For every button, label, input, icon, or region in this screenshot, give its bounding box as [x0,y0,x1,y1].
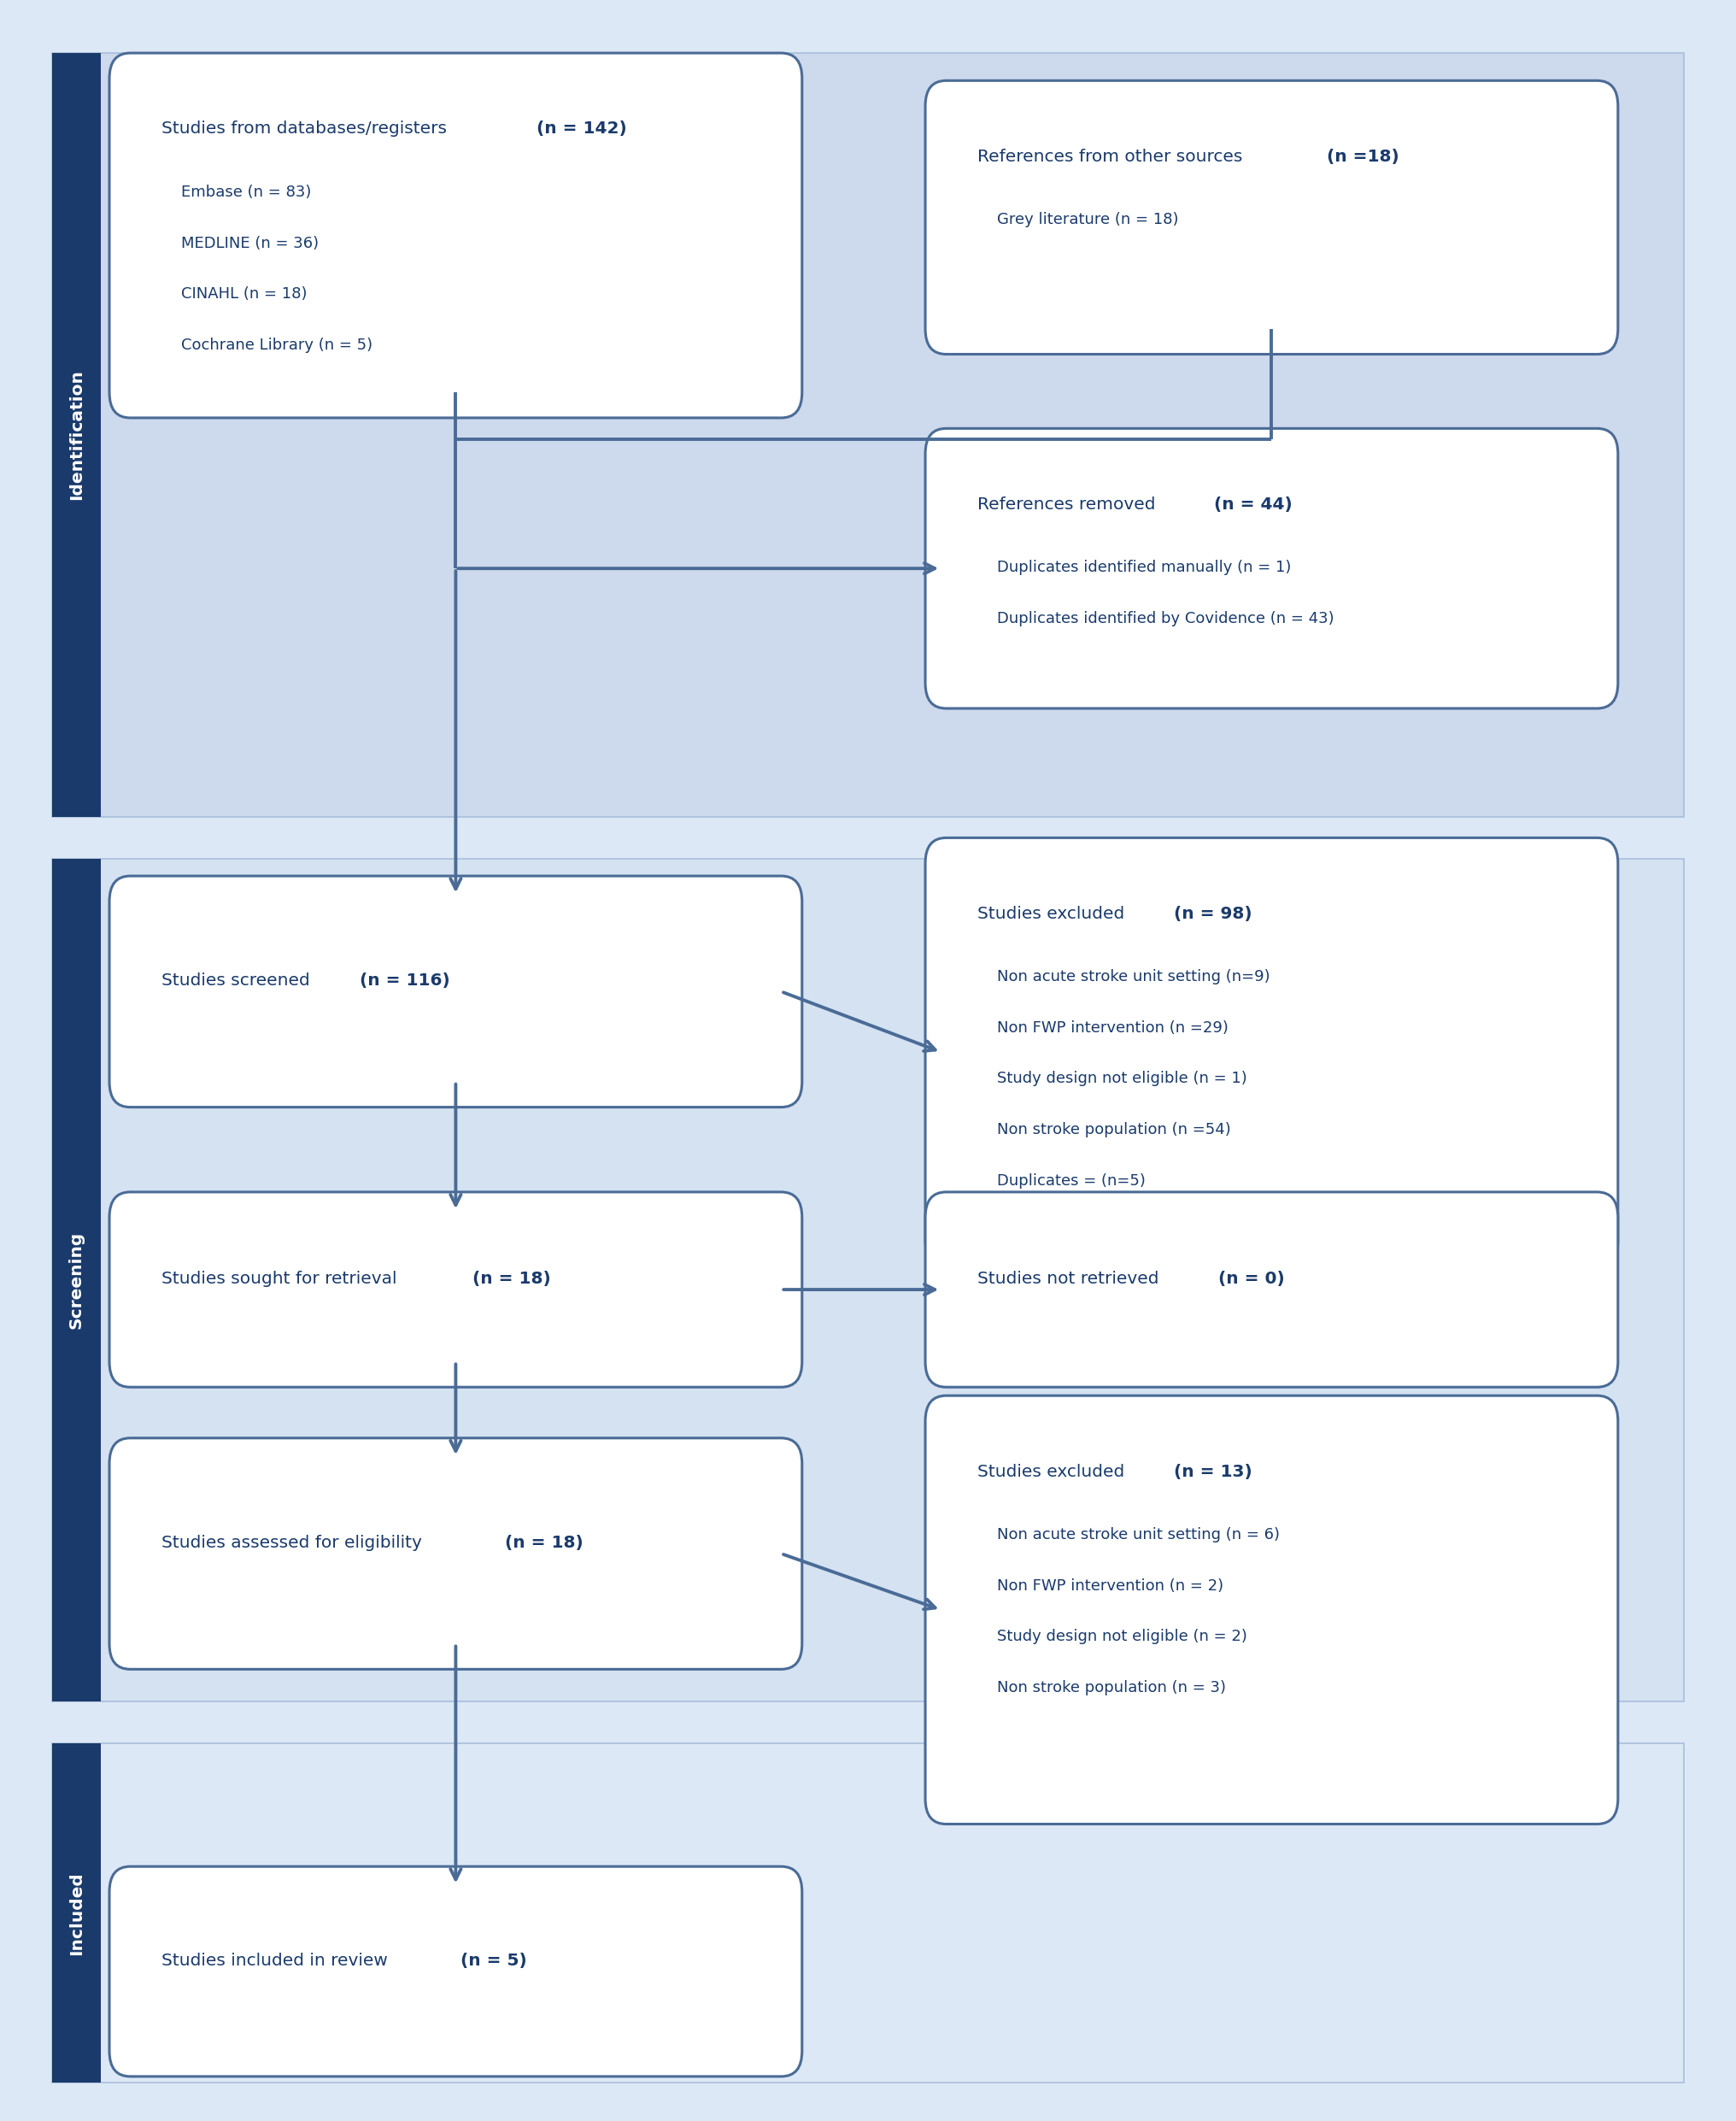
Text: (n = 44): (n = 44) [1213,496,1293,513]
Text: (n = 18): (n = 18) [505,1536,583,1550]
Text: Studies assessed for eligibility: Studies assessed for eligibility [161,1536,427,1550]
Text: (n = 142): (n = 142) [536,121,627,138]
FancyBboxPatch shape [925,81,1618,354]
Text: Duplicates identified manually (n = 1): Duplicates identified manually (n = 1) [977,560,1292,575]
Text: Study design not eligible (n = 1): Study design not eligible (n = 1) [977,1071,1246,1086]
Text: Duplicates identified by Covidence (n = 43): Duplicates identified by Covidence (n = … [977,611,1335,626]
Text: Studies excluded: Studies excluded [977,906,1130,923]
Text: Non stroke population (n =54): Non stroke population (n =54) [977,1122,1231,1137]
Text: Identification: Identification [68,369,85,501]
Text: References from other sources: References from other sources [977,148,1248,165]
FancyBboxPatch shape [109,1192,802,1387]
Bar [52,859,1684,1701]
FancyBboxPatch shape [925,838,1618,1266]
Text: Embase (n = 83): Embase (n = 83) [161,185,311,199]
Text: Non FWP intervention (n =29): Non FWP intervention (n =29) [977,1020,1229,1035]
Text: MEDLINE (n = 36): MEDLINE (n = 36) [161,235,319,250]
Text: Cochrane Library (n = 5): Cochrane Library (n = 5) [161,337,373,352]
Text: Non FWP intervention (n = 2): Non FWP intervention (n = 2) [977,1578,1224,1593]
Text: (n = 98): (n = 98) [1174,906,1253,923]
Text: Studies from databases/registers: Studies from databases/registers [161,121,453,138]
Text: (n = 0): (n = 0) [1219,1270,1285,1287]
Text: References removed: References removed [977,496,1161,513]
Text: Non acute stroke unit setting (n=9): Non acute stroke unit setting (n=9) [977,969,1271,984]
FancyBboxPatch shape [925,1396,1618,1824]
Text: Grey literature (n = 18): Grey literature (n = 18) [977,212,1179,227]
Text: CINAHL (n = 18): CINAHL (n = 18) [161,286,307,301]
Text: Studies excluded: Studies excluded [977,1463,1130,1480]
Text: Studies screened: Studies screened [161,974,316,988]
Bar [52,1743,101,2083]
FancyBboxPatch shape [925,1192,1618,1387]
FancyBboxPatch shape [109,876,802,1107]
Text: (n = 18): (n = 18) [472,1270,550,1287]
Text: (n =18): (n =18) [1326,148,1399,165]
Bar [52,53,1684,817]
Text: Non acute stroke unit setting (n = 6): Non acute stroke unit setting (n = 6) [977,1527,1279,1542]
Text: Study design not eligible (n = 2): Study design not eligible (n = 2) [977,1629,1246,1644]
Text: Screening: Screening [68,1230,85,1330]
Text: Non stroke population (n = 3): Non stroke population (n = 3) [977,1680,1226,1695]
Bar [52,53,101,817]
Text: (n = 116): (n = 116) [359,974,450,988]
FancyBboxPatch shape [109,53,802,418]
FancyBboxPatch shape [109,1438,802,1669]
Text: (n = 13): (n = 13) [1174,1463,1253,1480]
Bar [52,1743,1684,2083]
FancyBboxPatch shape [109,1866,802,2076]
Text: Studies not retrieved: Studies not retrieved [977,1270,1165,1287]
Bar [52,859,101,1701]
Text: Duplicates = (n=5): Duplicates = (n=5) [977,1173,1146,1188]
Text: Included: Included [68,1871,85,1956]
Text: Studies included in review: Studies included in review [161,1953,392,1968]
Text: (n = 5): (n = 5) [460,1953,528,1968]
Text: Studies sought for retrieval: Studies sought for retrieval [161,1270,403,1287]
FancyBboxPatch shape [925,428,1618,708]
